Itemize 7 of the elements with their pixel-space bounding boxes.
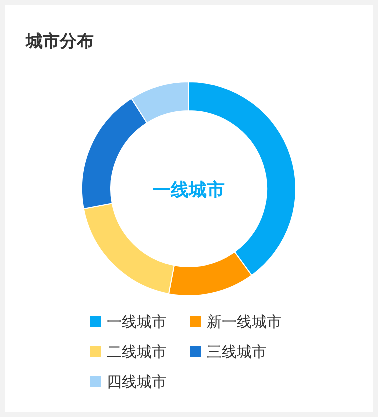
- legend-label: 三线城市: [207, 343, 267, 361]
- legend-label: 四线城市: [107, 373, 167, 391]
- legend-label: 一线城市: [107, 313, 167, 331]
- legend-label: 新一线城市: [207, 313, 282, 331]
- legend-label: 二线城市: [107, 343, 167, 361]
- title: 城市分布: [26, 32, 94, 52]
- annotation: 一线城市: [153, 180, 225, 201]
